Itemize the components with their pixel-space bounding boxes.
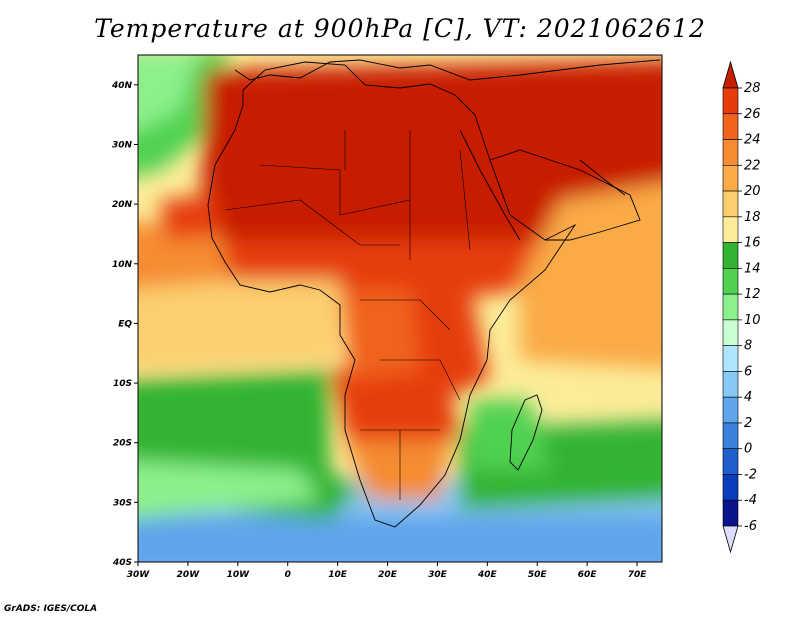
field-sahara: [200, 60, 662, 270]
colorbar-label: -2: [744, 467, 757, 482]
colorbar-label: 28: [744, 81, 761, 96]
red-sea: [459, 129, 521, 241]
colorbar-label: 18: [744, 210, 761, 225]
field-arabian-sea: [520, 183, 662, 369]
coastlines: [207, 59, 661, 528]
field-south-atlantic-light: [138, 461, 320, 519]
colorbar-segment: [722, 474, 739, 501]
x-tick-label: 30W: [127, 570, 151, 580]
y-tick-label: 40S: [112, 558, 132, 568]
x-tick-label: 40E: [477, 570, 498, 580]
field-west-africa-coast: [138, 221, 230, 289]
y-tick-label: EQ: [118, 319, 132, 329]
field-south-africa-orange: [345, 440, 450, 500]
colorbar-under-triangle: [722, 525, 739, 554]
temperature-field: [138, 55, 662, 562]
arabia-coastline: [489, 149, 641, 241]
x-tick-label: 60E: [578, 570, 598, 580]
x-tick-label: 10W: [227, 570, 251, 580]
colorbar-segment: [722, 345, 739, 372]
map-title: Temperature at 900hPa [C], VT: 202106261…: [94, 14, 706, 43]
field-gulf-of-guinea: [138, 280, 340, 370]
colorbar-label: 0: [744, 442, 752, 457]
africa-coastline: [207, 61, 577, 528]
y-tick-label: 30S: [113, 498, 132, 508]
colorbar-segment: [722, 164, 739, 192]
y-tick-label: 10S: [113, 379, 132, 389]
madagascar: [509, 394, 543, 471]
x-tick-label: 0: [285, 570, 291, 580]
colorbar-label: 8: [744, 339, 752, 354]
colorbar-segment: [722, 268, 739, 295]
grads-credit: GrADS: IGES/COLA: [4, 604, 98, 614]
field-southern-ocean-cold: [138, 515, 662, 562]
y-tick-label: 10N: [112, 260, 133, 270]
x-tick-label: 30E: [428, 570, 448, 580]
colorbar-label: 6: [744, 364, 752, 379]
colorbar-segment: [722, 396, 739, 424]
colorbar-segment: [722, 216, 739, 243]
colorbar-segment: [722, 293, 739, 321]
colorbar-segment: [722, 113, 739, 140]
x-tick-label: 10E: [328, 570, 348, 580]
colorbar-label: 14: [744, 261, 761, 276]
europe-coast: [234, 59, 661, 81]
colorbar-label: 16: [744, 236, 761, 251]
colorbar-segment: [722, 242, 739, 269]
colorbar-segment: [722, 319, 739, 346]
colorbar-segment: [722, 190, 739, 218]
colorbar-label: 26: [744, 107, 761, 122]
x-tick-label: 70E: [628, 570, 648, 580]
colorbar-segment: [722, 422, 739, 450]
plot-frame: [137, 54, 663, 563]
colorbar-label: 4: [744, 390, 752, 405]
colorbar-label: -4: [744, 493, 757, 508]
colorbar-segment: [722, 87, 739, 115]
colorbar-label: 20: [744, 184, 761, 199]
field-mozambique: [470, 400, 550, 470]
y-tick-label: 20S: [113, 439, 132, 449]
colorbar-label: 12: [744, 287, 761, 302]
x-tick-label: 20W: [177, 570, 201, 580]
colorbar-segment: [722, 371, 739, 398]
colorbar-segment: [722, 448, 739, 475]
field-north-atlantic-light: [138, 55, 199, 130]
y-tick-label: 30N: [112, 140, 133, 150]
field-off-senegal: [160, 195, 220, 240]
colorbar-label: -6: [744, 519, 757, 534]
persian-gulf: [579, 159, 626, 196]
y-tick-label: 40N: [111, 81, 133, 91]
x-tick-label: 50E: [528, 570, 548, 580]
colorbar-label: 22: [744, 158, 761, 173]
colorbar-segment: [722, 499, 739, 527]
x-tick-label: 20E: [378, 570, 398, 580]
colorbar-label: 24: [744, 133, 761, 148]
colorbar-label: 10: [744, 313, 761, 328]
field-congo: [340, 290, 420, 380]
country-borders: [224, 130, 471, 500]
colorbar-segment: [722, 139, 739, 166]
colorbar-label: 2: [744, 416, 752, 431]
y-tick-label: 20N: [112, 200, 133, 210]
colorbar-over-triangle: [722, 60, 739, 89]
